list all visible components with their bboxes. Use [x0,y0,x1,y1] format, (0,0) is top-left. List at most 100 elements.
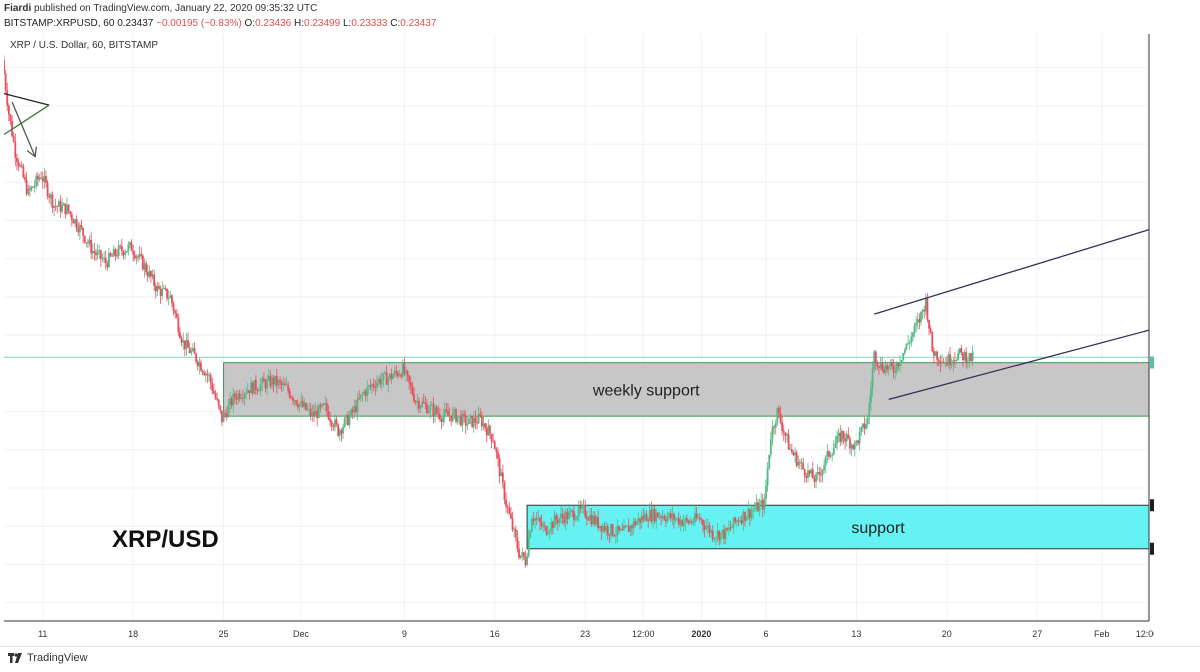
candle-body [889,362,892,366]
candle-body [217,399,220,406]
trendline[interactable] [4,104,50,136]
trendline[interactable] [888,329,1150,400]
candle-body [169,295,172,299]
candle-body [621,529,624,531]
candle-body [250,382,252,394]
candle-body [214,393,217,399]
x-tick-label: 12:00 [632,629,655,639]
candle-body [658,516,661,518]
candle-body [606,526,609,535]
candle-body [322,404,325,405]
candle-body [146,272,149,277]
candle-body [644,514,646,520]
candle-body [779,412,782,423]
candle-body [498,458,501,477]
candle-body [350,409,352,417]
x-tick-label: Dec [293,629,310,639]
candle-body [623,526,625,531]
candle-body [755,502,758,509]
candle-body [760,500,763,504]
candle-body [569,510,572,512]
candle-body [784,432,787,436]
candle-body [965,352,968,364]
candle-body [970,353,972,361]
candle-body [666,516,669,522]
candle-body [51,194,54,208]
candle-body [702,520,704,526]
candle-body [881,362,884,371]
candle-body [947,354,950,366]
candle-body [196,361,199,367]
price-chart[interactable]: weekly supportsupport0.310000.300000.290… [4,34,1154,643]
candle-body [388,373,391,379]
candle-body [253,380,256,394]
candle-body [369,385,372,387]
candle-body [907,343,909,345]
candle-body [857,440,859,444]
candle-body [818,472,821,475]
candle-body [198,362,201,367]
candle-body [871,369,874,389]
candle-body [891,362,893,367]
candle-body [577,505,580,517]
candle-body [627,525,630,532]
candle-body [459,415,462,426]
candle-body [191,348,194,351]
candle-body [335,419,338,425]
candle-body [438,414,441,420]
price-tag-box [1150,356,1154,369]
candle-body [773,426,775,428]
candle-body [332,425,335,428]
candle-body [840,430,843,442]
candle-body [148,271,151,277]
candle-body [902,352,905,360]
candle-body [510,513,512,519]
candle-body [721,529,724,533]
chart-area[interactable]: weekly supportsupport0.310000.300000.290… [4,34,1154,643]
candle-body [103,257,105,259]
candle-body [340,430,343,434]
candle-body [501,472,504,483]
candle-body [944,362,947,364]
candle-body [774,423,777,428]
candle-body [20,165,23,167]
candle-body [317,405,320,418]
candle-body [367,385,370,387]
candle-body [24,177,26,180]
candle-body [744,511,746,521]
zone-support[interactable] [526,504,1150,550]
trend-arrow[interactable] [11,101,35,156]
candle-body [852,444,855,450]
candle-body [66,204,68,215]
candle-body [179,332,181,338]
candle-body [119,245,122,247]
price-change: −0.00195 (−0.83%) [156,18,242,29]
trendline[interactable] [873,229,1150,315]
candle-body [46,182,49,197]
candle-body [135,256,138,259]
candle-body [942,361,945,364]
candle-body [455,409,457,423]
candle-body [534,518,537,521]
trendline[interactable] [4,92,50,106]
author-name[interactable]: Fiardi [4,3,32,14]
candle-body [957,352,960,361]
candle-body [418,400,420,409]
candle-body [849,438,851,449]
candle-body [258,390,260,392]
candle-body [122,251,125,256]
candle-body [895,362,898,373]
candle-body [668,513,671,517]
candle-body [379,378,382,385]
candle-body [172,303,175,311]
open-value: 0.23436 [255,18,292,29]
x-tick-label: 2020 [691,629,711,639]
candle-body [556,520,559,523]
candle-body [931,332,934,352]
candle-body [430,404,433,406]
candle-body [30,186,33,190]
candle-body [19,165,22,167]
tradingview-brand[interactable]: TradingView [27,652,88,664]
candle-body [613,535,616,537]
candle-body [200,362,202,371]
